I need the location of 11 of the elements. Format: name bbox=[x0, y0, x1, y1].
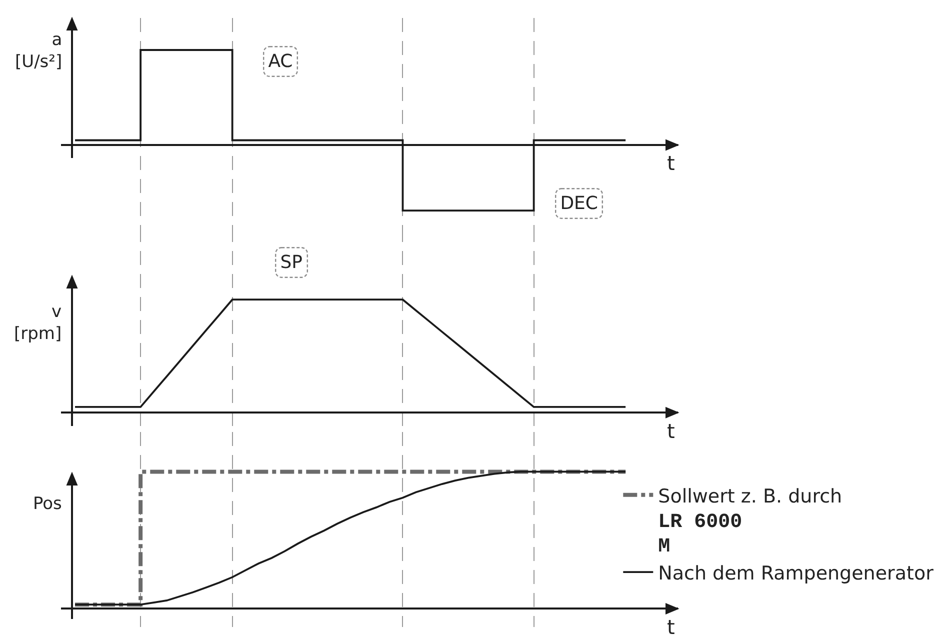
x-axis-title: t bbox=[667, 151, 675, 175]
y-axis-title: Pos bbox=[33, 494, 62, 514]
x-axis-title: t bbox=[667, 419, 675, 443]
annotation: AC bbox=[268, 51, 293, 72]
y-axis-title: a [U/s²] bbox=[15, 30, 62, 72]
legend-label: Nach dem Rampengenerator bbox=[658, 562, 934, 584]
y-axis-title: v [rpm] bbox=[14, 302, 62, 344]
annotation: DEC bbox=[560, 193, 598, 214]
x-axis-title: t bbox=[667, 615, 675, 639]
text: SP bbox=[280, 252, 303, 274]
legend-label: Sollwert z. B. durch LR 6000 M bbox=[658, 485, 842, 559]
